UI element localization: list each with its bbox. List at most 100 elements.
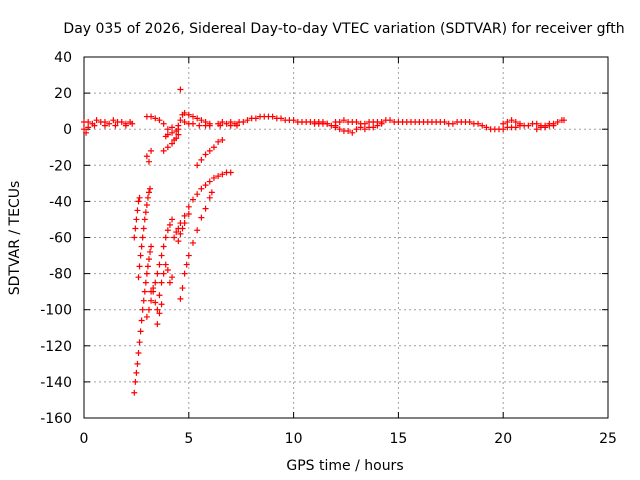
data-point [353,126,360,133]
y-tick-label: -60 [49,231,72,247]
data-point [194,227,201,234]
data-point [136,263,143,270]
data-point [227,118,234,125]
data-point [135,350,142,357]
data-point [169,216,176,223]
data-point [181,220,188,227]
data-point [164,131,171,138]
data-point [112,122,119,129]
y-tick-label: -100 [40,303,72,319]
data-point [156,310,163,317]
data-point [141,216,148,223]
data-point [148,288,155,295]
data-point [215,138,222,145]
grid [84,57,608,418]
data-point [319,118,326,125]
data-point [143,313,150,320]
data-point [194,191,201,198]
data-point [361,120,368,127]
data-point [202,182,209,189]
data-point [340,117,347,124]
data-point [164,227,171,234]
data-point [219,171,226,178]
data-point [133,369,140,376]
data-point [206,194,213,201]
data-point [106,120,113,127]
data-point [134,207,141,214]
data-point [143,202,150,209]
data-point [189,239,196,246]
data-point [150,285,157,292]
data-point [177,86,184,93]
data-point [215,173,222,180]
data-point [169,129,176,136]
y-tick-label: 20 [54,86,72,102]
data-point [206,178,213,185]
data-point [171,234,178,241]
data-point [198,214,205,221]
data-point [512,124,519,131]
x-tick-label: 10 [285,431,303,447]
data-point [136,339,143,346]
data-point [175,131,182,138]
data-point [118,118,125,125]
data-point [166,279,173,286]
data-point [85,124,92,131]
data-point [144,194,151,201]
y-tick-label: 40 [54,50,72,66]
data-point [210,144,217,151]
data-point [332,124,339,131]
x-tick-label: 20 [494,431,512,447]
data-point [194,162,201,169]
data-point [137,328,144,335]
data-point [145,189,152,196]
data-point [91,122,98,129]
data-point [504,118,511,125]
data-point [147,185,154,192]
data-point [179,285,186,292]
data-point [189,113,196,120]
data-point [215,120,222,127]
data-point [133,216,140,223]
data-point [550,122,557,129]
data-point [85,118,92,125]
data-point [132,378,139,385]
data-points [81,86,567,396]
data-point [179,225,186,232]
data-point [175,122,182,129]
y-tick-label: -120 [40,339,72,355]
data-point [370,124,377,131]
data-point [189,120,196,127]
data-point [533,120,540,127]
data-point [185,252,192,259]
data-point [194,115,201,122]
chart-title: Day 035 of 2026, Sidereal Day-to-day VTE… [63,21,624,37]
x-tick-label: 0 [80,431,89,447]
data-point [466,118,473,125]
data-point [177,230,184,237]
data-point [144,263,151,270]
data-point [500,126,507,133]
data-point [164,144,171,151]
data-point [152,299,159,306]
x-tick-label: 5 [184,431,193,447]
data-point [143,153,150,160]
data-point [110,117,117,124]
data-point [169,140,176,147]
data-point [154,321,161,328]
data-point [134,360,141,367]
data-point [336,126,343,133]
data-point [138,243,145,250]
data-point [185,111,192,118]
data-point [269,113,276,120]
data-point [142,279,149,286]
data-point [135,198,142,205]
data-point [202,151,209,158]
data-point [169,274,176,281]
data-point [158,301,165,308]
data-point [244,117,251,124]
data-point [479,122,486,129]
data-point [156,292,163,299]
data-point [158,279,165,286]
